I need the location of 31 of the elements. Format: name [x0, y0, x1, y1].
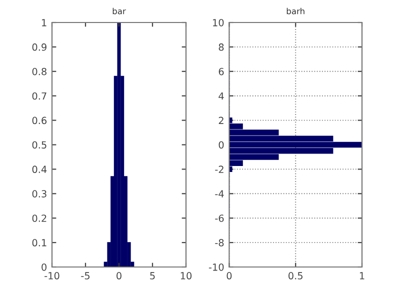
y-tick-label: 0.9	[32, 43, 46, 51]
y-tick-label: -6	[215, 214, 224, 222]
y-tick-label: 0.8	[32, 68, 46, 76]
y-tick-label: 0	[218, 141, 224, 149]
y-tick-label: 2	[218, 116, 224, 124]
y-tick-label: 4	[218, 92, 224, 100]
x-tick-label: 10	[180, 272, 192, 280]
x-tick-label: -5	[81, 272, 90, 280]
x-tick-label: 0	[116, 272, 122, 280]
y-tick-label: 0.3	[32, 190, 46, 198]
x-tick-label: 5	[150, 272, 155, 280]
y-tick-label: 0.4	[32, 166, 47, 174]
y-tick-label: 8	[218, 43, 224, 51]
y-tick-label: 0.1	[32, 239, 46, 246]
y-tick-label: 6	[218, 68, 224, 76]
x-tick-label: 0.5	[288, 272, 302, 280]
x-tick-label: 0	[226, 272, 232, 280]
y-tick-label: 0.7	[32, 92, 46, 100]
chart-title: bar	[112, 8, 126, 14]
x-tick-label: 1	[360, 272, 364, 280]
y-tick-label: 0.5	[32, 141, 46, 149]
y-tick-label: -10	[208, 263, 224, 271]
y-tick-label: -2	[215, 166, 224, 173]
y-tick-label: 0.6	[32, 116, 47, 124]
y-tick-label: -4	[215, 190, 224, 198]
y-tick-label: -8	[215, 239, 224, 246]
y-tick-label: 0.2	[32, 214, 46, 222]
chart-title: barh	[286, 8, 304, 14]
y-tick-label: 1	[42, 19, 46, 26]
y-tick-label: 0	[42, 263, 46, 271]
y-tick-label: 10	[213, 18, 224, 26]
